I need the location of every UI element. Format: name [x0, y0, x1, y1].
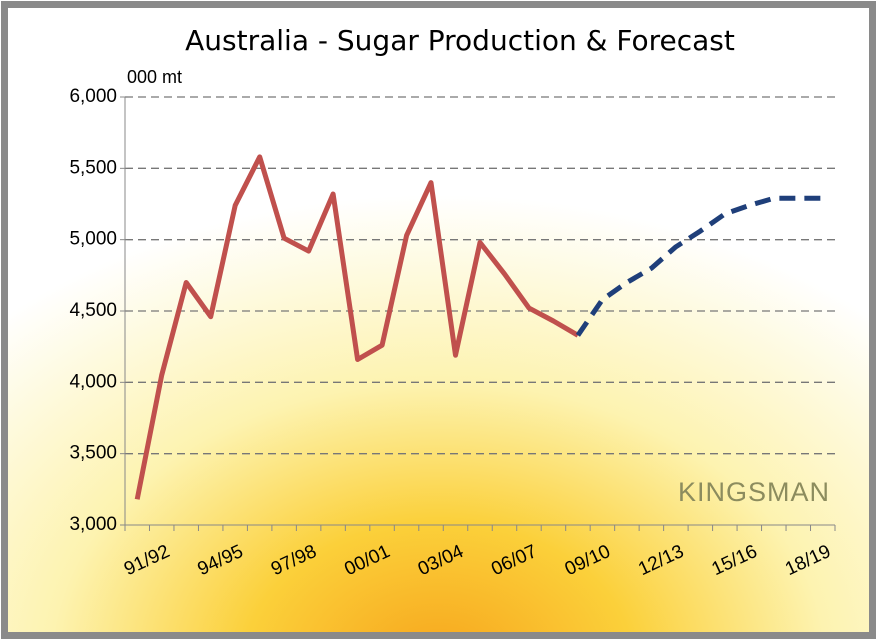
y-tick-label: 5,000 [69, 229, 117, 250]
y-tick-label: 4,000 [69, 371, 117, 392]
y-tick-label: 5,500 [69, 157, 117, 178]
y-tick-label: 6,000 [69, 86, 117, 107]
data-line [575, 195, 823, 337]
background [8, 8, 869, 632]
y-tick-label: 4,500 [69, 300, 117, 321]
y-tick-label: 3,000 [69, 514, 117, 535]
watermark: KINGSMAN [678, 477, 830, 507]
unit-label: 000 mt [127, 67, 182, 87]
chart-title: Australia - Sugar Production & Forecast [185, 24, 735, 57]
y-tick-label: 3,500 [69, 443, 117, 464]
data-line [134, 154, 580, 500]
